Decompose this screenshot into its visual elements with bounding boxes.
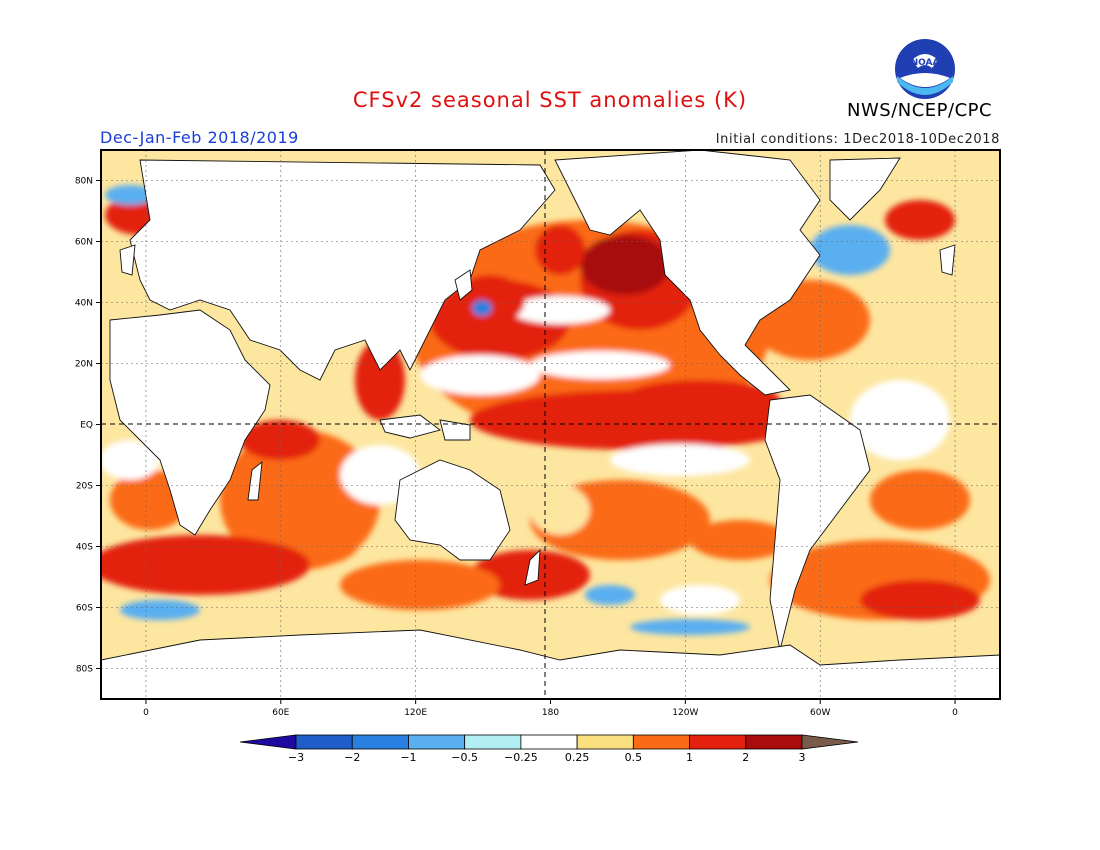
chart-title: CFSv2 seasonal SST anomalies (K)	[352, 88, 748, 112]
continents	[101, 150, 1000, 699]
colorbar-label: −0.25	[504, 751, 538, 764]
lat-tick-label: 80N	[75, 177, 93, 187]
colorbar-box	[632, 734, 690, 750]
lat-tick-label: 20N	[75, 360, 93, 370]
colorbar-label: −2	[344, 751, 360, 764]
lon-tick-label: 120E	[404, 708, 427, 718]
lon-tick-label: 60E	[272, 708, 289, 718]
season-period: Dec-Jan-Feb 2018/2019	[100, 128, 299, 147]
lon-tick-label: 180	[542, 708, 559, 718]
lon-ticks: 0 60E 120E 180 120W 60W 0	[143, 699, 958, 718]
colorbar: −3 −2 −1 −0.5 −0.25 0.25 0.5 1 2 3	[239, 734, 859, 764]
colorbar-box	[576, 734, 634, 750]
lat-tick-label: 20S	[76, 482, 93, 492]
agency-label: NWS/NCEP/CPC	[847, 100, 993, 121]
lon-tick-label: 0	[952, 708, 958, 718]
noaa-logo-icon: NOAA	[895, 39, 955, 99]
colorbar-label: 3	[799, 751, 806, 764]
lat-tick-label: 80S	[76, 665, 93, 675]
colorbar-box	[520, 734, 578, 750]
lon-tick-label: 60W	[810, 708, 830, 718]
lon-tick-label: 120W	[672, 708, 698, 718]
lat-ticks: 80N 60N 40N 20N EQ 20S 40S 60S 80S	[75, 177, 101, 675]
colorbar-label: 2	[742, 751, 749, 764]
colorbar-high-arrow	[801, 734, 859, 750]
colorbar-box	[408, 734, 466, 750]
lat-tick-label: 60N	[75, 238, 93, 248]
colorbar-box	[351, 734, 409, 750]
lat-tick-label: 40S	[76, 543, 93, 553]
colorbar-low-arrow	[239, 734, 297, 750]
lon-tick-label: 0	[143, 708, 149, 718]
lat-tick-label: 60S	[76, 604, 93, 614]
colorbar-box	[295, 734, 353, 750]
colorbar-label: −0.5	[451, 751, 478, 764]
colorbar-label: 0.5	[625, 751, 643, 764]
grid-lines	[101, 150, 1000, 699]
colorbar-box	[464, 734, 522, 750]
lat-tick-label: 40N	[75, 299, 93, 309]
lat-tick-label: EQ	[80, 421, 93, 431]
colorbar-label: 0.25	[565, 751, 590, 764]
colorbar-label: 1	[686, 751, 693, 764]
svg-text:NOAA: NOAA	[911, 58, 940, 68]
initial-conditions: Initial conditions: 1Dec2018-10Dec2018	[715, 132, 1000, 147]
colorbar-box	[689, 734, 747, 750]
colorbar-label: −1	[400, 751, 416, 764]
colorbar-box	[745, 734, 803, 750]
colorbar-label: −3	[288, 751, 304, 764]
